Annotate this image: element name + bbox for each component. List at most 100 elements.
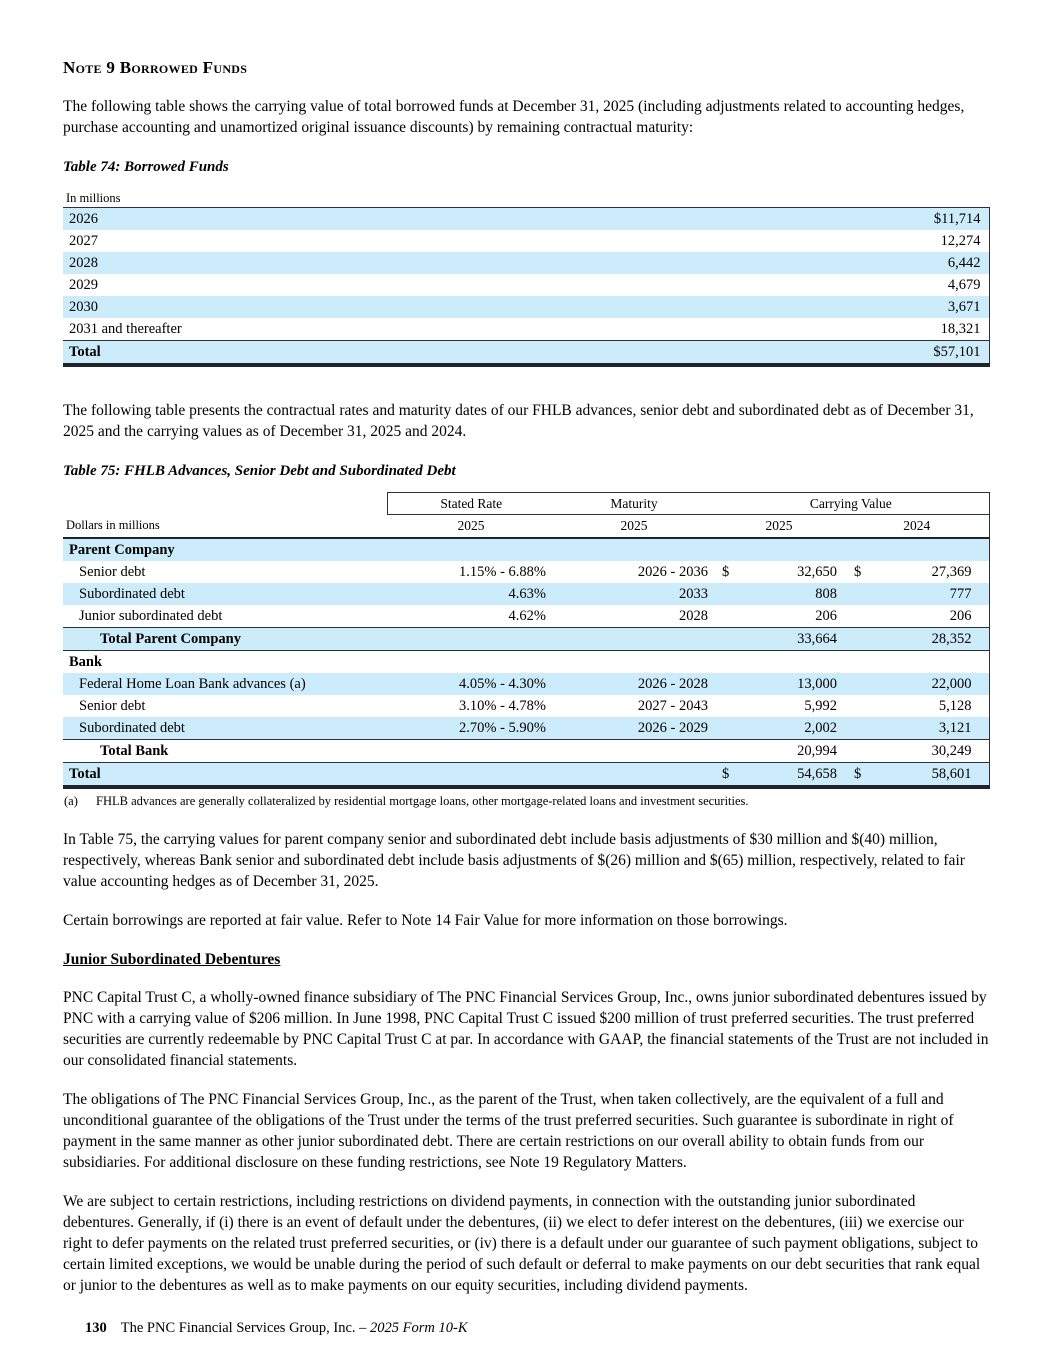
footer-form-text: 2025 Form 10-K <box>370 1320 468 1336</box>
maturity-cell <box>555 739 713 763</box>
currency-cell <box>713 695 737 717</box>
section-row: Parent Company <box>63 538 990 561</box>
value-2024-cell: 58,601 <box>869 762 990 787</box>
value-2024-cell: 5,128 <box>938 697 972 714</box>
rate-cell: 4.63% <box>387 583 555 605</box>
maturity-year-cell: 2027 <box>69 232 98 249</box>
currency-cell <box>713 739 737 763</box>
table-row: Senior debt 3.10% - 4.78% 2027 - 2043 5,… <box>63 695 989 717</box>
amount-cell: $11,714 <box>763 207 989 230</box>
maturity-cell: 2028 <box>679 607 708 624</box>
table-header-group-row: Stated Rate Maturity Carrying Value <box>63 492 990 515</box>
total-label-cell: Total <box>63 340 763 365</box>
table-row: 2031 and thereafter 18,321 <box>63 318 989 341</box>
jsd-paragraph-3: We are subject to certain restrictions, … <box>63 1193 981 1294</box>
table75-footnote: (a) FHLB advances are generally collater… <box>63 793 989 809</box>
row-label-cell: Subordinated debt <box>63 717 387 740</box>
note-title: Note 9 Borrowed Funds <box>63 58 248 77</box>
maturity-cell <box>555 627 713 651</box>
currency-cell: $ <box>845 762 869 787</box>
currency-cell <box>845 739 869 763</box>
footer-company-text: The PNC Financial Services Group, Inc. – <box>120 1320 371 1336</box>
value-2025-cell: 33,664 <box>737 627 845 651</box>
table-row: Subordinated debt 2.70% - 5.90% 2026 - 2… <box>63 717 990 740</box>
row-label-cell: Senior debt <box>79 697 146 714</box>
table-total-row: Total $57,101 <box>63 340 989 365</box>
year-cell: 2025 <box>713 514 845 539</box>
value-2024-cell: 30,249 <box>869 739 990 763</box>
year-cell: 2024 <box>845 514 990 539</box>
maturity-cell: 2027 - 2043 <box>637 697 708 714</box>
footnote-text: FHLB advances are generally collateraliz… <box>96 794 749 808</box>
page-number: 130 <box>85 1320 107 1336</box>
table-row: Federal Home Loan Bank advances (a) 4.05… <box>63 673 990 695</box>
value-2025-cell: 2,002 <box>737 717 845 740</box>
section-row: Bank <box>63 650 990 673</box>
value-2024-cell: 206 <box>949 607 972 624</box>
rate-cell: 3.10% - 4.78% <box>459 697 546 714</box>
subtotal-label-cell: Total Bank <box>63 739 387 763</box>
section-label-cell: Parent Company <box>63 538 990 561</box>
amount-cell: 4,679 <box>947 276 981 293</box>
maturity-cell: 2026 - 2036 <box>637 563 708 580</box>
value-2024-cell: 777 <box>869 583 990 605</box>
currency-cell <box>845 717 869 740</box>
header-carrying-value: Carrying Value <box>713 492 990 515</box>
page-footer: 130 The PNC Financial Services Group, Inc… <box>85 1320 468 1337</box>
maturity-cell: 2033 <box>555 583 713 605</box>
value-2025-cell: 32,650 <box>797 563 837 580</box>
table-header-year-row: Dollars in millions 2025 2025 2025 2024 <box>63 514 990 539</box>
maturity-year-cell: 2030 <box>63 296 763 318</box>
units-label-cell: Dollars in millions <box>63 514 387 539</box>
footnote-marker: (a) <box>64 794 78 808</box>
basis-adjustments-paragraph: In Table 75, the carrying values for par… <box>63 831 965 890</box>
intro-paragraph: The following table shows the carrying v… <box>63 98 965 136</box>
value-2025-cell: 54,658 <box>737 762 845 787</box>
subtotal-label-cell: Total Parent Company <box>63 627 387 651</box>
rate-cell: 1.15% - 6.88% <box>459 563 546 580</box>
value-2025-cell: 20,994 <box>737 739 845 763</box>
rate-cell <box>387 762 555 787</box>
currency-cell <box>845 583 869 605</box>
currency-cell: $ <box>722 563 730 580</box>
page-content: Note 9 Borrowed Funds The following tabl… <box>0 58 1055 1296</box>
currency-cell <box>713 605 737 628</box>
currency-cell: $ <box>854 563 862 580</box>
maturity-year-cell: 2026 <box>63 207 763 230</box>
table-row: 2028 6,442 <box>63 252 989 274</box>
grand-total-row: Total $ 54,658 $ 58,601 <box>63 762 990 787</box>
value-2024-cell: 27,369 <box>931 563 972 580</box>
maturity-cell: 2026 - 2028 <box>555 673 713 695</box>
row-label-cell: Federal Home Loan Bank advances (a) <box>63 673 387 695</box>
rate-cell: 4.05% - 4.30% <box>387 673 555 695</box>
header-maturity: Maturity <box>555 492 713 515</box>
table-row: 2029 4,679 <box>63 274 989 296</box>
rate-cell: 4.62% <box>508 607 546 624</box>
table-row: 2027 12,274 <box>63 230 989 252</box>
table-row: Subordinated debt 4.63% 2033 808 777 <box>63 583 990 605</box>
subtotal-row: Total Bank 20,994 30,249 <box>63 739 990 763</box>
jsd-paragraph-2: The obligations of The PNC Financial Ser… <box>63 1091 954 1171</box>
total-amount-cell: $57,101 <box>763 340 989 365</box>
table-row: Senior debt 1.15% - 6.88% 2026 - 2036 $ … <box>63 561 989 583</box>
amount-cell: 3,671 <box>763 296 989 318</box>
table74-title: Table 74: Borrowed Funds <box>63 159 229 175</box>
junior-subordinated-debentures-heading: Junior Subordinated Debentures <box>63 951 281 968</box>
maturity-year-cell: 2031 and thereafter <box>69 320 182 337</box>
table75-fhlb-advances: Stated Rate Maturity Carrying Value Doll… <box>63 492 990 789</box>
rate-cell <box>387 739 555 763</box>
year-cell: 2025 <box>387 514 555 539</box>
currency-cell <box>713 627 737 651</box>
currency-cell <box>713 717 737 740</box>
value-2024-cell: 3,121 <box>869 717 990 740</box>
header-spacer-cell <box>63 493 387 515</box>
maturity-cell <box>555 762 713 787</box>
table75-title: Table 75: FHLB Advances, Senior Debt and… <box>63 463 456 479</box>
table-row: 2030 3,671 <box>63 296 989 318</box>
subtotal-row: Total Parent Company 33,664 28,352 <box>63 627 990 651</box>
fair-value-paragraph: Certain borrowings are reported at fair … <box>63 912 788 929</box>
currency-cell <box>845 673 869 695</box>
currency-cell <box>845 695 869 717</box>
maturity-cell: 2026 - 2029 <box>555 717 713 740</box>
